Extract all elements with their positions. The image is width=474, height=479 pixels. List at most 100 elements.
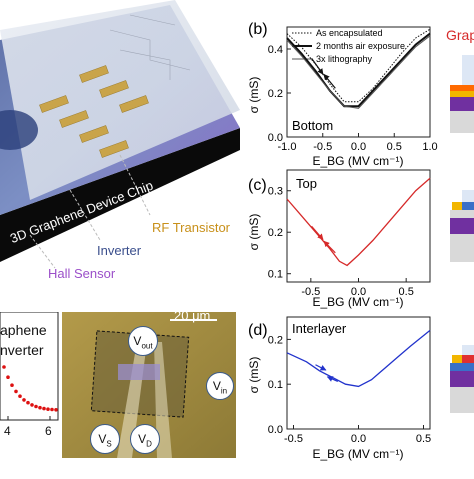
panel-d-region: Interlayer: [292, 321, 347, 336]
rf-pads: [39, 65, 149, 158]
inverter-label: Inverter: [97, 243, 142, 258]
inverter-dot: [14, 389, 18, 394]
inverter-dot: [18, 394, 22, 398]
panel-b-xtick-label: -0.5: [313, 141, 332, 153]
inverter-dot: [10, 383, 14, 387]
panel-b-xtick-label: 0.5: [387, 141, 402, 153]
panel-c-ytick-label: 0.1: [268, 269, 283, 281]
panel-d-xtick-label: -0.5: [284, 433, 303, 445]
inverter-dot: [30, 403, 34, 407]
panel-b-ytick-label: 0.0: [268, 132, 283, 144]
panel-b-legend: As encapsulated 2 months air exposure 3x…: [292, 28, 405, 64]
chip-illustration: 3D Graphene Device Chip RF Transistor In…: [0, 0, 240, 300]
legend-air-exposure: 2 months air exposure: [316, 41, 405, 51]
vs-sub: S: [106, 439, 112, 449]
panel-d-ytick-label: 0.2: [268, 334, 283, 346]
panel-b-xtick-label: 1.0: [422, 141, 437, 153]
inverter-dot: [50, 407, 54, 412]
panel-d-ytick-label: 0.0: [268, 424, 283, 436]
inverter-dot: [2, 365, 6, 369]
panel-b-frame: [286, 26, 431, 138]
panel-d-sweep-arrow-down: [315, 364, 327, 371]
panel-b-sweep-arrow-down: [311, 58, 324, 75]
inverter-title-line2: nverter: [0, 342, 44, 358]
layer-stack-c: [450, 190, 474, 262]
panel-b-series-3: [286, 35, 431, 109]
panel-b-ytick-label: 0.2: [268, 88, 283, 100]
panel-c-letter: (c): [248, 177, 267, 194]
panel-d-frame: [286, 316, 431, 430]
chip-side: [0, 128, 240, 262]
panel-b-series-1: [286, 28, 431, 103]
inverter-dots: [2, 365, 58, 412]
inverter-dot: [54, 408, 58, 412]
graphene-channel: [118, 364, 160, 380]
vd-label: V: [138, 432, 147, 446]
inverter-xtick-4: 4: [4, 424, 11, 438]
panel-b-xlabel: E_BG (MV cm⁻¹): [312, 154, 403, 168]
panel-c: (c) σ (mS) E_BG (MV cm⁻¹) Top -0.5 0.0 0.5…: [247, 169, 431, 309]
panel-b-letter: (b): [248, 21, 268, 38]
panel-b-xtick-label: 0.0: [351, 141, 366, 153]
legend-as-encapsulated: As encapsulated: [316, 28, 383, 38]
panel-c-frame: [286, 169, 431, 283]
vin-terminal: Vin: [206, 372, 234, 400]
panel-d-series-1: [286, 329, 431, 388]
inverter-dot: [22, 398, 26, 402]
panel-c-ytick-label: 0.2: [268, 227, 283, 239]
panel-d-letter: (d): [248, 322, 268, 339]
vout-sub: out: [141, 341, 153, 351]
panel-b-series-2: [286, 32, 431, 108]
side-label: Grap: [446, 27, 474, 43]
panel-b: (b) σ (mS) E_BG (MV cm⁻¹) Bottom As enca…: [247, 21, 438, 168]
panel-b-xtick-label: -1.0: [278, 141, 297, 153]
vs-label: V: [98, 432, 107, 446]
panel-d-xlabel: E_BG (MV cm⁻¹): [312, 447, 403, 461]
vd-terminal: VD: [130, 424, 160, 454]
panel-b-ylabel: σ (mS): [247, 77, 261, 114]
inverter-dot: [38, 405, 42, 410]
circuit-lines: [109, 14, 191, 80]
panel-b-region: Bottom: [292, 118, 333, 133]
vs-terminal: VS: [90, 424, 120, 454]
legend-lithography: 3x lithography: [316, 54, 373, 64]
panel-c-region: Top: [296, 176, 317, 191]
panel-d: (d) σ (mS) E_BG (MV cm⁻¹) Interlayer -0.…: [247, 316, 431, 461]
hall-sensor-label: Hall Sensor: [48, 266, 116, 281]
vin-sub: in: [220, 386, 228, 396]
panel-d-xtick-label: 0.5: [416, 433, 431, 445]
panel-c-series-1: [286, 177, 431, 267]
micrograph: 20 μm Vout Vin VS VD: [62, 308, 236, 458]
vout-terminal: Vout: [128, 326, 158, 356]
layer-stack-b: [450, 55, 474, 133]
vin-label: V: [212, 379, 221, 393]
inverter-dot: [34, 404, 38, 409]
inverter-title-line1: aphene: [0, 322, 47, 338]
encapsulation-layer: [0, 0, 240, 200]
panel-b-sweep-arrow-up: [323, 73, 336, 89]
panel-d-sweep-arrow-up: [326, 376, 339, 383]
rf-transistor-label: RF Transistor: [152, 220, 231, 235]
vd-sub: D: [146, 439, 152, 449]
inverter-dot: [46, 407, 50, 411]
panel-b-ytick-label: 0.4: [268, 44, 283, 56]
panel-c-ytick-label: 0.3: [268, 186, 283, 198]
chip-svg: [0, 0, 240, 269]
panel-c-xtick-label: 0.5: [399, 286, 414, 298]
inverter-dot: [6, 375, 10, 379]
panel-d-ylabel: σ (mS): [247, 357, 261, 394]
inverter-plot-svg: [0, 311, 59, 421]
inverter-dot: [26, 400, 30, 405]
panel-c-xtick-label: 0.0: [351, 286, 366, 298]
scale-bar-label: 20 μm: [174, 308, 211, 323]
panel-d-xtick-label: 0.0: [351, 433, 366, 445]
leader-lines: [29, 154, 151, 269]
vout-label: V: [133, 334, 142, 348]
inverter-dot: [42, 406, 46, 411]
layer-stack-d: [450, 345, 474, 413]
inverter-xtick-6: 6: [45, 424, 52, 438]
panel-c-sweep-arrow-down: [311, 225, 324, 240]
panel-d-ytick-label: 0.1: [268, 379, 283, 391]
inverter-plot: aphene nverter 4 6: [0, 311, 62, 474]
inverter-plot-frame: [0, 311, 59, 421]
